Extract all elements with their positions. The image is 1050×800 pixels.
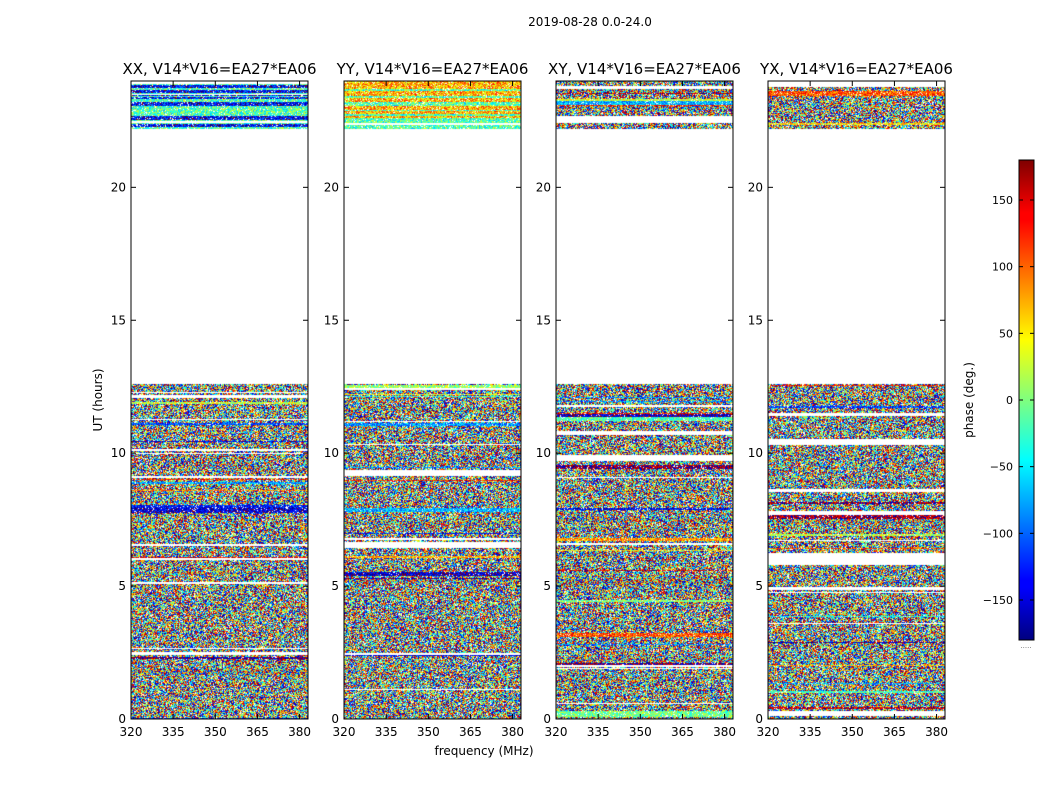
y-tick-label: 5 xyxy=(331,579,339,593)
y-tick-label: 15 xyxy=(748,313,763,327)
y-tick-label: 15 xyxy=(324,313,339,327)
y-tick-label: 0 xyxy=(331,712,339,726)
panel-3-title: XY, V14*V16=EA27*EA06 xyxy=(548,60,741,78)
x-tick-label: 365 xyxy=(671,725,694,739)
colorbar-label: phase (deg.) xyxy=(962,362,976,438)
y-tick-label: 20 xyxy=(324,180,339,194)
x-tick-label: 335 xyxy=(375,725,398,739)
panel-3-frame xyxy=(555,80,734,720)
panel-2-frame xyxy=(343,80,522,720)
panel-4-frame xyxy=(767,80,946,720)
x-axis-label: frequency (MHz) xyxy=(434,744,533,758)
panel-2: YY, V14*V16=EA27*EA06 320 335 350 365 380 0 5 10… xyxy=(324,60,529,739)
x-tick-label: 380 xyxy=(713,725,736,739)
colorbar: 150 100 50 0 −50 −100 −150 phase (deg.) ..... xyxy=(962,159,1035,650)
x-tick-label: 320 xyxy=(120,725,143,739)
x-tick-label: 380 xyxy=(501,725,524,739)
panel-4-title: YX, V14*V16=EA27*EA06 xyxy=(759,60,953,78)
colorbar-tick-label: −100 xyxy=(983,527,1013,540)
colorbar-tick-label: −50 xyxy=(990,461,1013,474)
y-tick-label: 20 xyxy=(748,180,763,194)
colorbar-tick-label: 150 xyxy=(992,194,1013,207)
y-tick-label: 5 xyxy=(118,579,126,593)
panel-1-heatmap xyxy=(131,81,308,719)
x-tick-label: 335 xyxy=(587,725,610,739)
x-tick-label: 380 xyxy=(288,725,311,739)
panel-2-heatmap xyxy=(344,81,521,719)
panel-3-heatmap xyxy=(556,81,733,719)
figure-suptitle: 2019-08-28 0.0-24.0 xyxy=(528,15,652,29)
x-tick-label: 350 xyxy=(204,725,227,739)
panel-3: XY, V14*V16=EA27*EA06 320 335 350 365 380 0 5 10… xyxy=(536,60,741,739)
y-tick-label: 10 xyxy=(748,446,763,460)
x-tick-label: 380 xyxy=(925,725,948,739)
y-tick-label: 10 xyxy=(536,446,551,460)
panel-1-title: XX, V14*V16=EA27*EA06 xyxy=(122,60,316,78)
colorbar-tick-label: 50 xyxy=(999,327,1013,340)
panel-4: YX, V14*V16=EA27*EA06 320 335 350 365 380 0 5 10… xyxy=(748,60,953,739)
y-tick-label: 0 xyxy=(755,712,763,726)
colorbar-tick-label: −150 xyxy=(983,594,1013,607)
x-tick-label: 350 xyxy=(417,725,440,739)
y-tick-label: 0 xyxy=(543,712,551,726)
x-tick-label: 365 xyxy=(883,725,906,739)
x-tick-label: 365 xyxy=(246,725,269,739)
y-axis-label: UT (hours) xyxy=(91,368,105,431)
panels-group: XX, V14*V16=EA27*EA06 320 335 350 365 380 0 5 10… xyxy=(111,60,953,739)
x-tick-label: 365 xyxy=(459,725,482,739)
colorbar-tick-label: 0 xyxy=(1006,394,1013,407)
y-tick-label: 5 xyxy=(543,579,551,593)
colorbar-ticks: 150 100 50 0 −50 −100 −150 xyxy=(983,194,1034,607)
panel-2-title: YY, V14*V16=EA27*EA06 xyxy=(336,60,529,78)
x-tick-label: 320 xyxy=(545,725,568,739)
y-tick-label: 5 xyxy=(755,579,763,593)
y-tick-label: 10 xyxy=(111,446,126,460)
y-tick-label: 0 xyxy=(118,712,126,726)
y-tick-label: 20 xyxy=(536,180,551,194)
x-tick-label: 320 xyxy=(333,725,356,739)
y-tick-label: 15 xyxy=(111,313,126,327)
x-tick-label: 320 xyxy=(757,725,780,739)
panel-4-heatmap xyxy=(768,81,945,719)
x-tick-label: 350 xyxy=(629,725,652,739)
x-tick-label: 335 xyxy=(162,725,185,739)
y-tick-label: 15 xyxy=(536,313,551,327)
colorbar-bottom-dots: ..... xyxy=(1020,642,1031,650)
x-tick-label: 350 xyxy=(841,725,864,739)
colorbar-tick-label: 100 xyxy=(992,261,1013,274)
panel-1: XX, V14*V16=EA27*EA06 320 335 350 365 380 0 5 10… xyxy=(111,60,317,739)
panel-1-frame xyxy=(130,80,309,720)
y-tick-label: 20 xyxy=(111,180,126,194)
x-tick-label: 335 xyxy=(799,725,822,739)
y-tick-label: 10 xyxy=(324,446,339,460)
